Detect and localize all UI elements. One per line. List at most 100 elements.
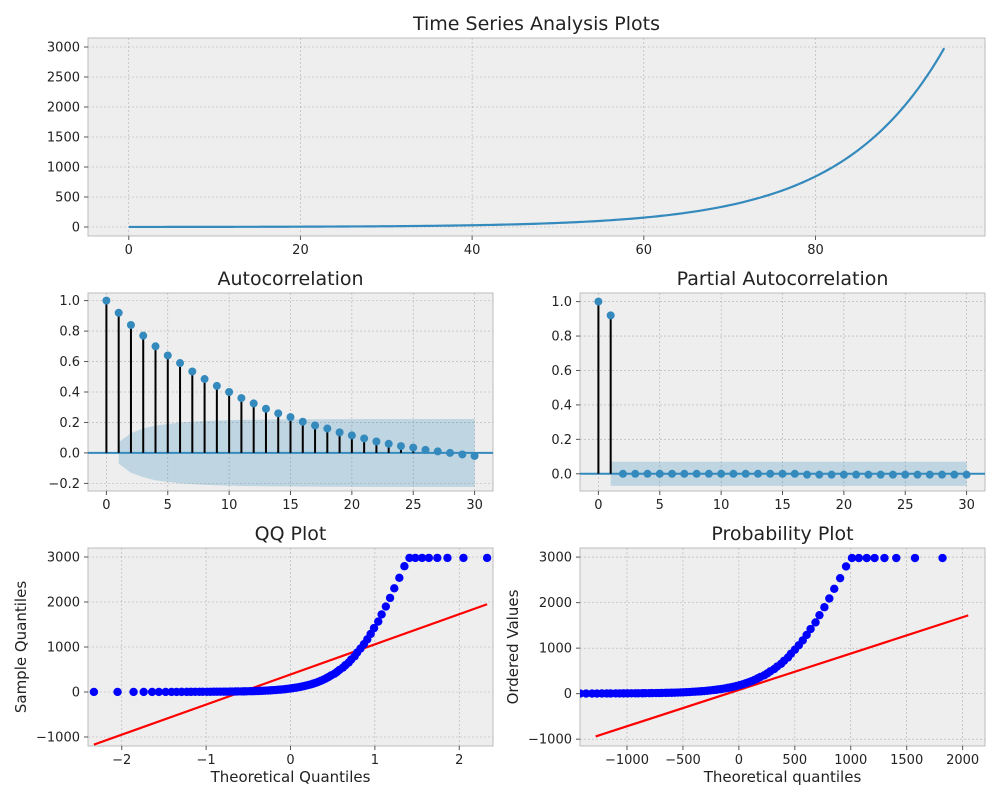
stem-marker: [261, 404, 270, 413]
chart-title: Autocorrelation: [217, 268, 363, 290]
x-tick-label: 5: [164, 498, 172, 513]
stem-marker: [311, 421, 320, 430]
chart-title: QQ Plot: [255, 523, 327, 545]
qq-point: [400, 562, 409, 571]
y-tick-label: 0.4: [551, 398, 572, 413]
stem-marker: [704, 469, 713, 478]
stem-marker: [249, 399, 258, 408]
y-tick-label: 0.8: [551, 330, 572, 345]
stem-marker: [692, 469, 701, 478]
qq-point: [459, 553, 468, 563]
stem-marker: [938, 470, 947, 479]
stem-marker: [606, 311, 615, 320]
stem-marker: [741, 469, 750, 478]
y-tick-label: 0.4: [59, 386, 80, 401]
y-tick-label: 1.0: [59, 294, 80, 309]
x-axis-label: Theoretical quantiles: [703, 768, 862, 786]
stem-marker: [212, 381, 221, 390]
x-tick-label: 80: [807, 243, 824, 258]
qq-point: [395, 573, 404, 583]
stem-marker: [237, 394, 246, 403]
y-tick-label: 2000: [47, 596, 80, 611]
stem-marker: [409, 443, 418, 452]
stem-marker: [384, 439, 393, 448]
stem-marker: [458, 450, 467, 459]
x-tick-label: −1: [197, 753, 216, 768]
x-tick-label: 25: [897, 498, 914, 513]
prob-point: [910, 553, 920, 563]
chart-title: Partial Autocorrelation: [677, 268, 889, 290]
prob-point: [847, 553, 857, 563]
qq-point: [113, 687, 122, 697]
stem-marker: [901, 470, 910, 479]
y-tick-label: 0.6: [551, 364, 572, 379]
x-tick-label: −2: [112, 753, 131, 768]
prob-point: [841, 562, 851, 571]
stem-marker: [433, 447, 442, 456]
qq-point: [385, 593, 395, 603]
y-tick-label: 2000: [47, 101, 80, 116]
stem-marker: [913, 470, 922, 479]
prob-point: [526, 689, 534, 697]
x-tick-label: 0: [286, 753, 294, 768]
y-tick-label: 0: [72, 221, 80, 236]
chart-title: Probability Plot: [711, 523, 853, 545]
stem-marker: [852, 470, 861, 479]
stem-marker: [323, 424, 332, 433]
y-tick-label: 3000: [47, 41, 80, 56]
axes-pacf: 0 5 10 15 20 25 30 0.0 0.2 0.4 0.6 0.8 1.0 Partial Au…: [551, 268, 986, 513]
stem-marker: [274, 409, 283, 418]
x-tick-label: 15: [774, 498, 791, 513]
y-tick-label: 0.0: [551, 467, 572, 482]
y-tick-label: 0: [72, 686, 80, 701]
stem-marker: [347, 431, 356, 440]
prob-point: [555, 689, 563, 697]
y-tick-label: 2500: [47, 71, 80, 86]
reference-line: [93, 603, 488, 746]
stem-marker: [753, 469, 762, 478]
stem-marker: [163, 351, 172, 360]
x-tick-label: 25: [405, 498, 422, 513]
stem-marker: [139, 331, 148, 340]
qq-point: [381, 602, 391, 611]
y-tick-label: 0.0: [59, 446, 80, 461]
stem-marker: [790, 469, 799, 478]
x-tick-label: 2: [455, 753, 463, 768]
stem-marker: [126, 320, 135, 329]
axes-ts: 0 20 40 60 80 0 500 1000 1500 2000 2500 3000 Time Se…: [47, 13, 986, 258]
prob-point: [547, 689, 555, 697]
axes-qq: −2 −1 0 1 2 −1000 0 1000 2000 3000 QQ Plot Theoreti…: [12, 523, 494, 786]
stem-marker: [176, 359, 185, 368]
prob-point: [820, 603, 829, 612]
prob-point: [892, 553, 901, 563]
x-tick-label: 500: [782, 753, 807, 768]
prob-point: [835, 573, 845, 583]
stem-marker: [668, 469, 677, 478]
qq-point: [374, 617, 383, 626]
y-axis-label: Ordered Values: [504, 589, 522, 704]
stem-marker: [864, 470, 873, 479]
qq-point: [482, 553, 492, 563]
prob-point: [854, 553, 864, 563]
stem-marker: [717, 469, 726, 478]
stem-marker: [876, 470, 885, 479]
axes-prob: −1000 −500 0 500 1000 1500 2000 −1000 0 1000 2000 3…: [504, 523, 986, 786]
stem-marker: [298, 417, 307, 426]
stem-marker: [421, 445, 430, 454]
prob-point: [581, 689, 591, 698]
stem-marker: [286, 413, 295, 422]
stem-marker: [729, 469, 738, 478]
stem-marker: [643, 469, 652, 478]
x-tick-label: 10: [221, 498, 238, 513]
qq-point: [433, 553, 442, 563]
x-tick-label: 2000: [946, 753, 979, 768]
x-tick-label: 40: [464, 243, 481, 258]
y-tick-label: 1000: [47, 161, 80, 176]
stem-marker: [925, 470, 934, 479]
y-tick-label: 3000: [539, 551, 572, 566]
stem-marker: [594, 297, 603, 306]
stem-marker: [680, 469, 689, 478]
stem-marker: [360, 434, 369, 443]
qq-point: [369, 623, 379, 633]
x-tick-label: 20: [344, 498, 361, 513]
